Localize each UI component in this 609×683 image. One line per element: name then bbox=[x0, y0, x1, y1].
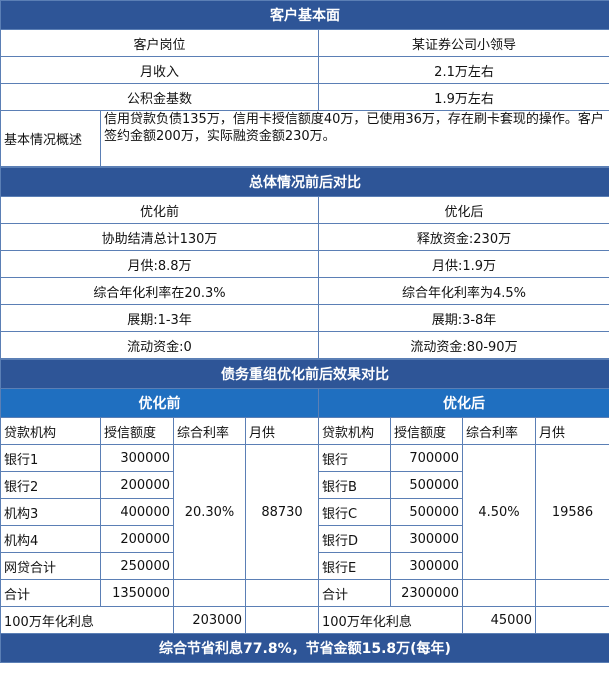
label-fund-base: 公积金基数 bbox=[0, 83, 319, 111]
col-header: 授信额度 bbox=[390, 417, 463, 445]
before-total: 1350000 bbox=[100, 579, 174, 607]
label-position: 客户岗位 bbox=[0, 29, 319, 57]
before-rate: 20.30% bbox=[173, 444, 246, 580]
after-total: 2300000 bbox=[390, 579, 463, 607]
after-cell: 月供:1.9万 bbox=[318, 250, 609, 278]
credit: 700000 bbox=[390, 444, 463, 472]
before-cell: 流动资金:0 bbox=[0, 331, 319, 359]
after-cell: 释放资金:230万 bbox=[318, 223, 609, 251]
credit: 400000 bbox=[100, 498, 174, 526]
lender: 银行C bbox=[318, 498, 391, 526]
credit: 500000 bbox=[390, 498, 463, 526]
lender: 网贷合计 bbox=[0, 552, 101, 580]
lender: 银行 bbox=[318, 444, 391, 472]
lender: 机构3 bbox=[0, 498, 101, 526]
credit: 500000 bbox=[390, 471, 463, 499]
value-income: 2.1万左右 bbox=[317, 56, 609, 84]
col-header: 综合利率 bbox=[462, 417, 536, 445]
after-cell: 优化后 bbox=[318, 196, 609, 224]
col-header: 授信额度 bbox=[100, 417, 174, 445]
lender: 银行B bbox=[318, 471, 391, 499]
after-interest: 45000 bbox=[462, 606, 536, 634]
after-rate: 4.50% bbox=[462, 444, 536, 580]
total-label: 合计 bbox=[318, 579, 391, 607]
col-header: 月供 bbox=[245, 417, 319, 445]
col-header: 综合利率 bbox=[173, 417, 246, 445]
lender: 机构4 bbox=[0, 525, 101, 553]
customer-basics-table: 客户基本面 客户岗位 某证券公司小领导 月收入 2.1万左右 公积金基数 1.9万左右… bbox=[0, 0, 609, 167]
value-fund-base: 1.9万左右 bbox=[317, 83, 609, 111]
credit: 300000 bbox=[100, 444, 174, 472]
before-header: 优化前 bbox=[0, 388, 319, 418]
after-monthly: 19586 bbox=[535, 444, 609, 580]
lender: 银行E bbox=[318, 552, 391, 580]
before-cell: 展期:1-3年 bbox=[0, 304, 319, 332]
credit: 200000 bbox=[100, 471, 174, 499]
before-cell: 综合年化利率在20.3% bbox=[0, 277, 319, 305]
savings-footer: 综合节省利息77.8%，节省金额15.8万(每年) bbox=[0, 633, 609, 663]
credit: 200000 bbox=[100, 525, 174, 553]
before-cell: 优化前 bbox=[0, 196, 319, 224]
overall-comparison-table: 总体情况前后对比 优化前 优化后 协助结清总计130万 释放资金:230万 月供:8… bbox=[0, 167, 609, 359]
after-cell: 展期:3-8年 bbox=[318, 304, 609, 332]
credit: 300000 bbox=[390, 525, 463, 553]
summary-text: 信用贷款负债135万，信用卡授信额度40万，已使用36万，存在刷卡套现的操作。客… bbox=[99, 110, 609, 167]
total-label: 合计 bbox=[0, 579, 101, 607]
col-header: 贷款机构 bbox=[0, 417, 101, 445]
before-cell: 月供:8.8万 bbox=[0, 250, 319, 278]
summary-label: 基本情况概述 bbox=[0, 110, 101, 167]
after-cell: 综合年化利率为4.5% bbox=[318, 277, 609, 305]
col-header: 贷款机构 bbox=[318, 417, 391, 445]
lender: 银行D bbox=[318, 525, 391, 553]
after-header: 优化后 bbox=[318, 388, 609, 418]
lender: 银行2 bbox=[0, 471, 101, 499]
before-cell: 协助结清总计130万 bbox=[0, 223, 319, 251]
lender: 银行1 bbox=[0, 444, 101, 472]
credit: 250000 bbox=[100, 552, 174, 580]
label-income: 月收入 bbox=[0, 56, 319, 84]
before-monthly: 88730 bbox=[245, 444, 319, 580]
value-position: 某证券公司小领导 bbox=[317, 29, 609, 57]
interest-label: 100万年化利息 bbox=[318, 606, 463, 634]
restructure-comparison-table: 债务重组优化前后效果对比 优化前 优化后 贷款机构 授信额度 综合利率 月供 贷款机构授… bbox=[0, 359, 609, 663]
col-header: 月供 bbox=[535, 417, 609, 445]
credit: 300000 bbox=[390, 552, 463, 580]
after-cell: 流动资金:80-90万 bbox=[318, 331, 609, 359]
section3-title: 债务重组优化前后效果对比 bbox=[0, 359, 609, 389]
interest-label: 100万年化利息 bbox=[0, 606, 174, 634]
section2-title: 总体情况前后对比 bbox=[0, 167, 609, 197]
before-interest: 203000 bbox=[173, 606, 246, 634]
section1-title: 客户基本面 bbox=[0, 0, 609, 30]
